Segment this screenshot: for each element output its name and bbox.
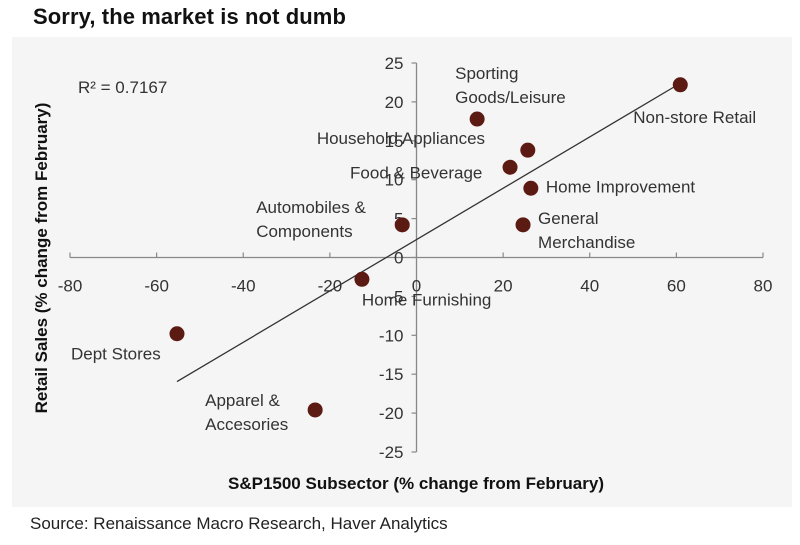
x-tick-label: 0 [412,277,421,296]
x-tick-label: -60 [144,277,169,296]
point-label-line: Apparel & [205,391,280,410]
point-label: General Merchandise [538,209,635,252]
point-label: Food & Beverage [350,163,482,182]
r-squared-annotation: R² = 0.7167 [78,78,167,97]
x-axis-title: S&P1500 Subsector (% change from Februar… [228,474,604,493]
source-note: Source: Renaissance Macro Research, Have… [30,514,448,533]
x-tick-label: 80 [754,277,773,296]
data-point [469,111,485,127]
trendline-group [176,82,681,383]
y-tick-label: -25 [379,443,404,462]
point-label-line: Accesories [205,415,288,434]
data-point [502,159,518,175]
point-label: Automobiles & Components [256,198,366,241]
y-tick-label: -5 [388,287,403,306]
point-label-line: Dept Stores [71,345,161,364]
y-tick-label: 0 [394,249,403,268]
chart-panel [12,37,792,507]
point-label-line: Sporting [455,64,518,83]
y-tick-label: -10 [379,326,404,345]
point-label-line: General [538,209,598,228]
data-point [515,217,531,233]
y-tick-label: -20 [379,404,404,423]
point-label: Non-store Retail [633,108,756,127]
x-tick-label: 20 [494,277,513,296]
point-label-line: Merchandise [538,233,635,252]
x-tick-label: 60 [667,277,686,296]
point-label-line: Goods/Leisure [455,88,566,107]
point-label-line: Non-store Retail [633,108,756,127]
data-point [169,326,185,342]
page-title: Sorry, the market is not dumb [33,4,346,29]
point-labels: Non-store Retail Sporting Goods/Leisure Hou… [71,64,756,434]
data-point [520,142,536,158]
trendline [176,82,681,383]
y-tick-label: 25 [385,54,404,73]
point-label-line: Household Appliances [317,129,485,148]
point-label-line: Home Improvement [546,177,696,196]
point-label: Dept Stores [71,345,161,364]
point-label-line: Automobiles & [256,198,366,217]
y-tick-label: 20 [385,93,404,112]
y-axis-title: Retail Sales (% change from February) [32,103,51,414]
data-point [672,77,688,93]
y-tick-label: -15 [379,365,404,384]
x-tick-label: 40 [580,277,599,296]
x-tick-label: -20 [318,277,343,296]
x-tick-label: -40 [231,277,256,296]
x-tick-label: -80 [58,277,83,296]
data-point [354,271,370,287]
point-label: Apparel & Accesories [205,391,288,434]
point-label-line: Components [256,222,352,241]
y-tick-label: 15 [385,132,404,151]
point-label: Home Improvement [546,177,696,196]
data-point [523,180,539,196]
y-tick-label: 10 [385,171,404,190]
data-point [307,402,323,418]
point-label-line: Home Furnishing [362,290,491,309]
axes [69,62,764,453]
point-label-line: Food & Beverage [350,163,482,182]
point-label: Household Appliances [317,129,485,148]
point-label: Home Furnishing [362,290,491,309]
data-point [394,217,410,233]
data-points [169,77,688,418]
point-label: Sporting Goods/Leisure [455,64,566,107]
